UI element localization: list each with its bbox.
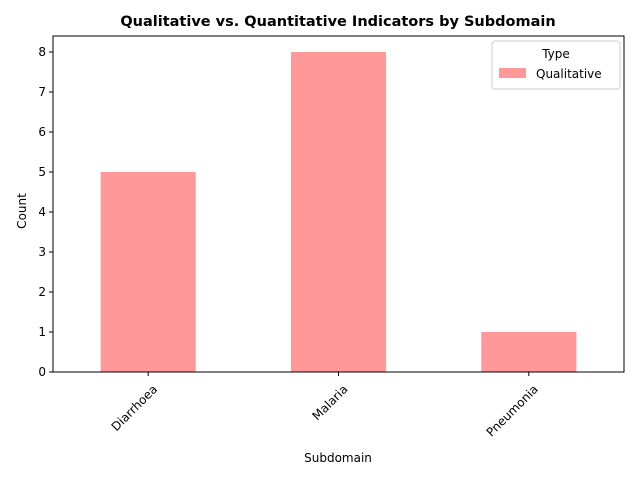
y-tick-label: 0 [38, 365, 46, 379]
y-axis-label: Count [15, 193, 29, 229]
y-tick-label: 8 [38, 45, 46, 59]
x-axis-label: Subdomain [304, 451, 372, 465]
legend-swatch [499, 68, 526, 78]
chart-title: Qualitative vs. Quantitative Indicators … [120, 14, 555, 30]
y-tick-label: 4 [38, 205, 46, 219]
y-tick-label: 7 [38, 85, 46, 99]
y-tick-label: 6 [38, 125, 46, 139]
x-tick-label: Malaria [310, 382, 351, 423]
x-tick-label: Diarrhoea [109, 382, 161, 434]
legend-label: Qualitative [536, 67, 602, 81]
bar-malaria [290, 52, 387, 372]
x-tick-label: Pneumonia [484, 382, 541, 439]
y-tick-label: 2 [38, 285, 46, 299]
legend: Type Qualitative [491, 40, 621, 90]
legend-title: Type [541, 47, 570, 61]
y-tick-label: 5 [38, 165, 46, 179]
bar-pneumonia [481, 332, 577, 372]
y-tick-label: 3 [38, 245, 46, 259]
plot-area: 0 1 2 3 4 5 6 7 8 Diarrhoea Malaria Pneumonia [38, 35, 625, 439]
y-tick-label: 1 [38, 325, 46, 339]
bar-diarrhoea [100, 172, 196, 372]
